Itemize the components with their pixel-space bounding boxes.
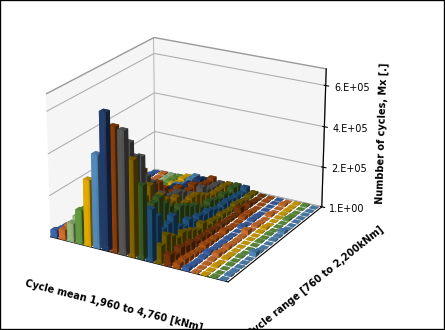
Y-axis label: Cycle range [760 to 2,200kNm]: Cycle range [760 to 2,200kNm]: [246, 224, 385, 330]
X-axis label: Cycle mean 1,960 to 4,760 [kNm]: Cycle mean 1,960 to 4,760 [kNm]: [24, 279, 204, 330]
